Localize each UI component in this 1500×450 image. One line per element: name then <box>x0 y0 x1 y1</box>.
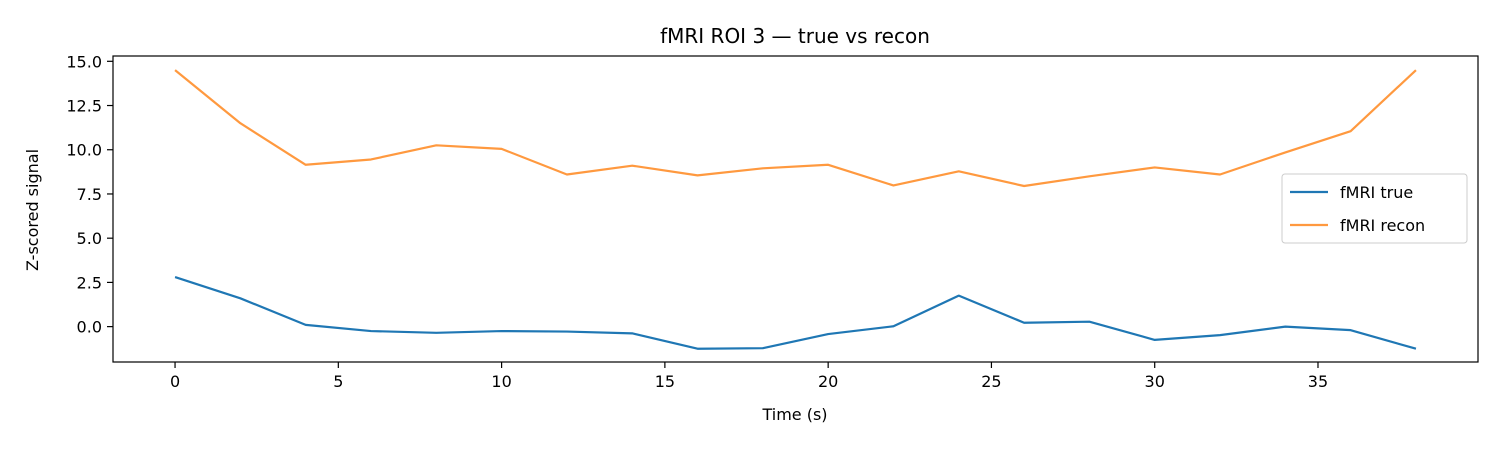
x-tick-label: 20 <box>818 372 838 391</box>
y-tick-label: 15.0 <box>66 52 102 71</box>
x-tick-label: 5 <box>333 372 343 391</box>
y-tick-label: 10.0 <box>66 141 102 160</box>
y-tick-label: 0.0 <box>77 318 102 337</box>
x-tick-label: 10 <box>491 372 511 391</box>
x-tick-label: 35 <box>1308 372 1328 391</box>
y-tick-label: 5.0 <box>77 229 102 248</box>
plot-lines <box>174 69 1417 350</box>
x-tick-label: 15 <box>655 372 675 391</box>
chart-title: fMRI ROI 3 — true vs recon <box>660 24 930 48</box>
legend-label: fMRI recon <box>1340 216 1425 235</box>
series-line-recon <box>174 69 1417 188</box>
series-line-true <box>174 276 1417 350</box>
y-tick-label: 12.5 <box>66 97 102 116</box>
x-axis-label: Time (s) <box>761 405 827 424</box>
x-axis: 0 5 10 15 20 25 30 35 <box>170 362 1328 391</box>
y-axis: 0.0 2.5 5.0 7.5 10.0 12.5 15.0 <box>66 52 113 337</box>
y-tick-label: 7.5 <box>77 185 102 204</box>
legend-box <box>1281 173 1468 244</box>
x-tick-label: 25 <box>981 372 1001 391</box>
legend-label: fMRI true <box>1340 183 1413 202</box>
x-tick-label: 0 <box>170 372 180 391</box>
y-axis-label: Z-scored signal <box>23 149 42 271</box>
legend: fMRI true fMRI recon <box>1281 173 1468 244</box>
x-tick-label: 30 <box>1145 372 1165 391</box>
y-tick-label: 2.5 <box>77 273 102 292</box>
plot-frame <box>112 55 1479 363</box>
